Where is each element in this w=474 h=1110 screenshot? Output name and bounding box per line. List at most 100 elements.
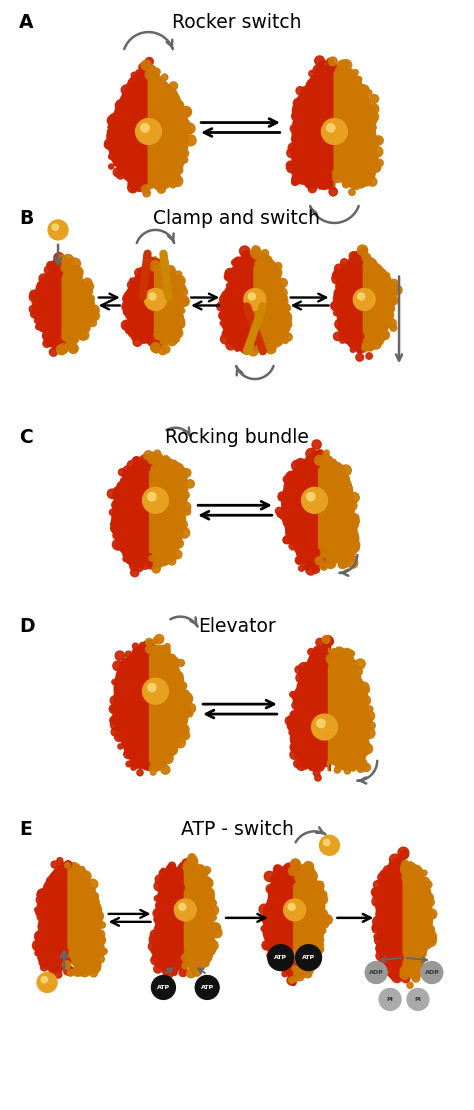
Circle shape [166, 536, 175, 545]
Text: ATP: ATP [274, 955, 287, 960]
Circle shape [167, 284, 177, 294]
Circle shape [387, 319, 396, 327]
Circle shape [139, 643, 146, 649]
Circle shape [166, 866, 177, 877]
Circle shape [176, 110, 184, 118]
Circle shape [394, 953, 403, 962]
Circle shape [345, 649, 353, 657]
Circle shape [365, 119, 373, 128]
Circle shape [116, 541, 123, 548]
Circle shape [126, 545, 132, 552]
Circle shape [46, 888, 53, 896]
Circle shape [367, 260, 374, 265]
Circle shape [379, 915, 384, 919]
Circle shape [381, 945, 390, 953]
Circle shape [279, 951, 285, 957]
Circle shape [116, 105, 126, 114]
Circle shape [158, 472, 166, 480]
Circle shape [152, 952, 162, 962]
Circle shape [127, 461, 137, 471]
Circle shape [179, 127, 186, 134]
Circle shape [139, 271, 150, 282]
Circle shape [35, 950, 40, 956]
Circle shape [171, 327, 181, 337]
Circle shape [299, 663, 310, 674]
Circle shape [173, 464, 183, 474]
Circle shape [337, 301, 344, 307]
Circle shape [128, 476, 134, 482]
Circle shape [137, 279, 145, 287]
Circle shape [145, 289, 166, 311]
Circle shape [415, 959, 422, 967]
Circle shape [378, 872, 388, 882]
Circle shape [51, 326, 56, 332]
Circle shape [203, 911, 214, 922]
Circle shape [352, 252, 362, 262]
Circle shape [387, 949, 392, 955]
Circle shape [145, 70, 156, 80]
Circle shape [294, 538, 302, 546]
Circle shape [163, 538, 173, 548]
Circle shape [321, 653, 330, 662]
Circle shape [125, 470, 131, 476]
Circle shape [90, 320, 96, 326]
Circle shape [226, 330, 234, 337]
Circle shape [207, 953, 212, 959]
Circle shape [230, 269, 238, 275]
Circle shape [343, 181, 349, 188]
Circle shape [295, 666, 302, 674]
Circle shape [176, 518, 183, 526]
Circle shape [355, 678, 363, 686]
Circle shape [73, 967, 82, 976]
Circle shape [301, 460, 309, 467]
Circle shape [301, 946, 308, 952]
Circle shape [286, 161, 295, 170]
Circle shape [179, 127, 184, 132]
Circle shape [143, 557, 148, 563]
Circle shape [290, 485, 297, 493]
Circle shape [109, 114, 118, 122]
Circle shape [130, 476, 136, 482]
Circle shape [143, 678, 168, 704]
Circle shape [301, 874, 307, 879]
Circle shape [339, 294, 347, 302]
Circle shape [48, 887, 55, 894]
Circle shape [37, 281, 47, 291]
Circle shape [309, 97, 317, 103]
Circle shape [89, 918, 100, 929]
Circle shape [290, 692, 296, 697]
Circle shape [158, 475, 165, 482]
Circle shape [354, 754, 360, 760]
Circle shape [63, 961, 71, 969]
Circle shape [247, 251, 257, 261]
Circle shape [349, 516, 359, 526]
Circle shape [373, 334, 379, 340]
Circle shape [67, 967, 74, 975]
Circle shape [118, 468, 126, 476]
Circle shape [310, 458, 320, 468]
Circle shape [135, 542, 144, 551]
Circle shape [179, 467, 187, 476]
Circle shape [180, 287, 188, 296]
Circle shape [220, 334, 230, 344]
Circle shape [173, 320, 182, 329]
Circle shape [181, 690, 190, 699]
Circle shape [130, 331, 136, 335]
Circle shape [157, 329, 168, 340]
Circle shape [383, 302, 392, 311]
Circle shape [72, 329, 79, 335]
Circle shape [339, 475, 347, 484]
Polygon shape [184, 862, 215, 971]
Circle shape [169, 316, 179, 326]
Circle shape [168, 747, 176, 755]
Circle shape [154, 917, 160, 922]
Circle shape [293, 175, 298, 180]
Circle shape [285, 473, 295, 483]
Circle shape [379, 898, 386, 905]
Circle shape [295, 750, 301, 757]
Circle shape [363, 87, 368, 92]
Circle shape [392, 971, 402, 982]
Circle shape [162, 278, 168, 284]
Circle shape [283, 304, 290, 312]
Circle shape [377, 920, 386, 929]
